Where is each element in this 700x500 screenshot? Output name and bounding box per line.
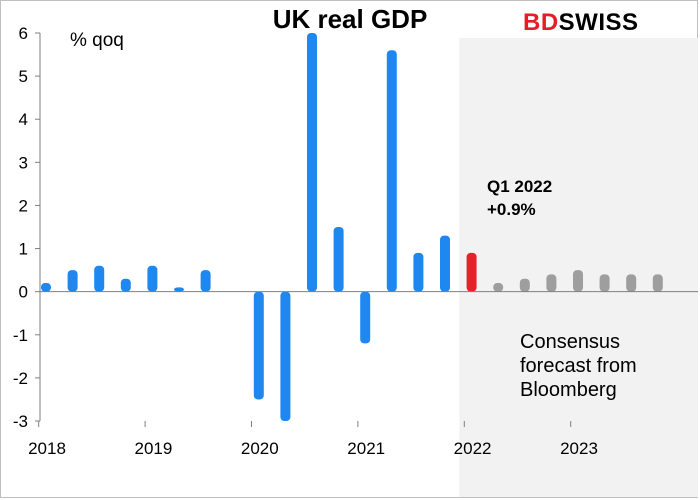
forecast-shaded-region xyxy=(459,38,698,497)
bar-2023Q2 xyxy=(599,274,610,292)
bar-2022Q3 xyxy=(519,278,530,292)
y-tick-label: -3 xyxy=(13,412,28,431)
logo-part-bd: BD xyxy=(523,9,559,36)
bar-2022Q2 xyxy=(493,283,504,292)
y-axis-unit-label: % qoq xyxy=(70,30,124,51)
bar-2021Q1 xyxy=(360,291,371,344)
consensus-line-2: forecast from xyxy=(520,355,637,377)
x-tick-label: 2018 xyxy=(28,439,66,458)
bar-2019Q1 xyxy=(147,265,158,292)
bar-2018Q1 xyxy=(41,283,51,292)
y-tick-label: 0 xyxy=(19,283,28,302)
x-tick-label: 2022 xyxy=(454,439,492,458)
chart-title: UK real GDP xyxy=(272,4,428,34)
bar-2020Q4 xyxy=(333,227,344,292)
logo-part-swiss: SWISS xyxy=(558,9,639,36)
y-tick-label: 6 xyxy=(19,24,28,43)
bar-2018Q3 xyxy=(94,265,105,292)
bar-2022Q1 xyxy=(466,252,477,292)
bar-2022Q4 xyxy=(546,274,557,292)
bar-2023Q4 xyxy=(652,274,663,292)
x-tick-label: 2023 xyxy=(560,439,598,458)
bar-2020Q2 xyxy=(280,291,291,421)
y-tick-label: 1 xyxy=(19,240,28,259)
x-tick-label: 2019 xyxy=(134,439,172,458)
bar-2023Q1 xyxy=(573,270,583,292)
latest-quarter-label: Q1 2022 xyxy=(487,177,553,196)
x-tick-label: 2020 xyxy=(241,439,279,458)
y-tick-label: 2 xyxy=(19,196,28,215)
y-tick-label: -1 xyxy=(13,326,28,345)
x-tick-label: 2021 xyxy=(347,439,385,458)
bar-2018Q2 xyxy=(67,270,78,292)
y-tick-label: 4 xyxy=(19,110,28,129)
y-tick-label: 5 xyxy=(19,67,28,86)
y-tick-label: -2 xyxy=(13,369,28,388)
bar-2019Q2 xyxy=(174,287,184,292)
consensus-annotation: Consensus forecast from Bloomberg xyxy=(520,330,637,402)
latest-value-annotation: Q1 2022 +0.9% xyxy=(487,175,552,221)
bar-2021Q4 xyxy=(440,235,450,292)
bar-2021Q2 xyxy=(386,50,397,292)
bar-2020Q3 xyxy=(307,33,317,292)
latest-growth-label: +0.9% xyxy=(487,200,536,219)
bar-2023Q3 xyxy=(626,274,637,292)
y-tick-label: 3 xyxy=(19,153,28,172)
bdswiss-logo: BDSWISS xyxy=(523,9,639,37)
consensus-line-1: Consensus xyxy=(520,331,621,353)
bar-2021Q3 xyxy=(413,252,424,292)
bar-2020Q1 xyxy=(253,291,264,400)
bar-2019Q3 xyxy=(200,270,211,292)
bar-2018Q4 xyxy=(120,278,131,292)
consensus-line-3: Bloomberg xyxy=(520,379,617,401)
